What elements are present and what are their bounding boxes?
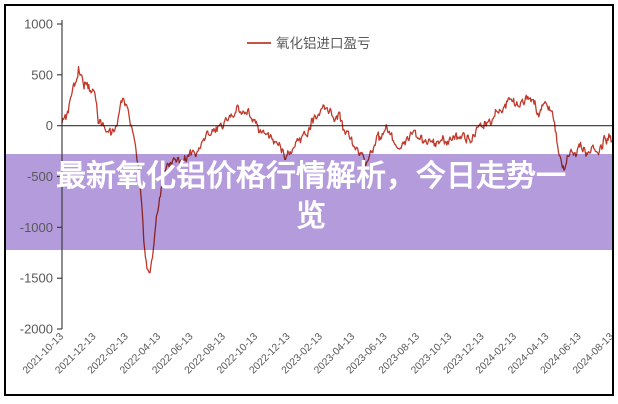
svg-text:-1500: -1500 <box>20 271 53 286</box>
svg-text:-1000: -1000 <box>20 220 53 235</box>
svg-text:-500: -500 <box>27 169 53 184</box>
svg-text:1000: 1000 <box>24 17 53 32</box>
svg-text:0: 0 <box>46 118 53 133</box>
svg-text:500: 500 <box>31 67 53 82</box>
svg-text:氧化铝进口盈亏: 氧化铝进口盈亏 <box>276 36 371 51</box>
svg-text:-2000: -2000 <box>20 322 53 337</box>
